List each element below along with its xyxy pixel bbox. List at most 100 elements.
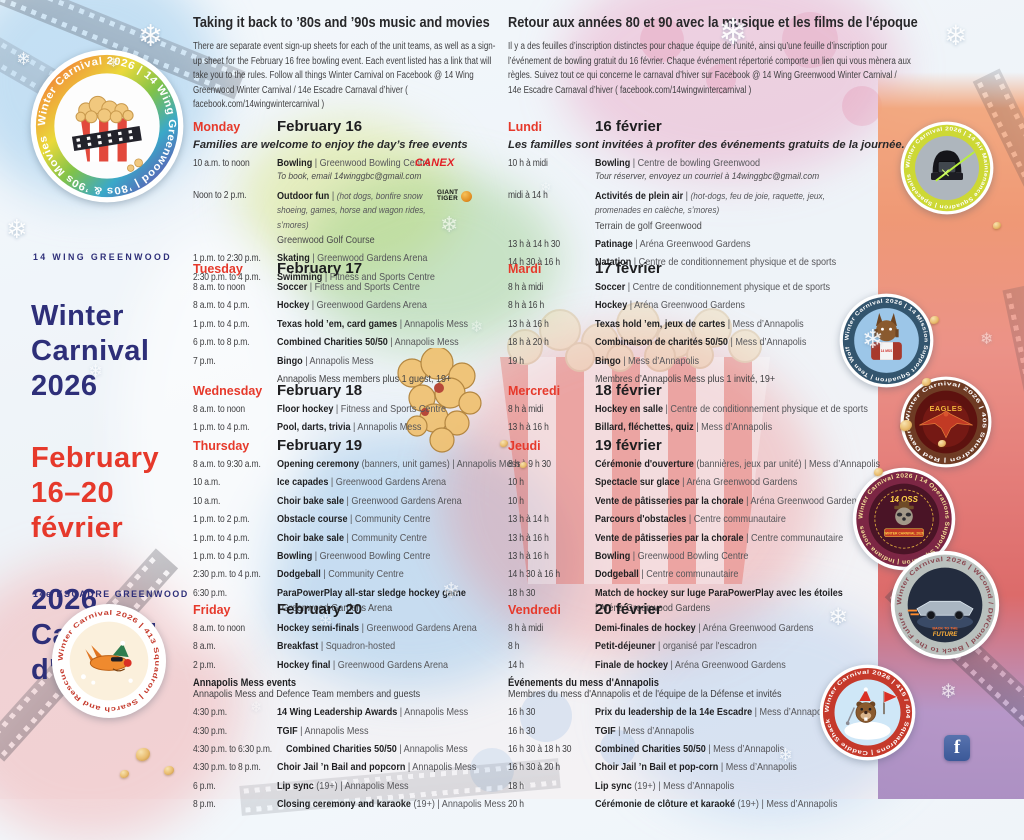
popcorn-piece	[136, 748, 150, 761]
event-location: | Community Centre	[343, 532, 427, 544]
event-row: 8 h à midi Soccer | Centre de conditionne…	[508, 281, 920, 294]
event-title: Vente de pâtisseries par la chorale	[595, 495, 744, 507]
event-time: 16 h 30 à 20 h	[508, 762, 560, 774]
event-text: Closing ceremony and karaoke (19+) | Ann…	[277, 798, 506, 811]
event-text: Lip sync (19+) | Annapolis Mess	[277, 780, 409, 793]
event-row: 14 h 30 à 16 h Natation | Centre de condi…	[508, 256, 920, 269]
event-location: | Squadron-hosted	[318, 641, 396, 653]
event-text: Demi-finales de hockey | Aréna Greenwood…	[595, 622, 813, 635]
day-section-tuesday: Tuesday February 17 8 a.m. to noon Soccer |…	[193, 260, 502, 391]
title-english: Winter Carnival 2026	[31, 300, 150, 402]
event-text: Outdoor fun | (hot dogs, bonfire snow sh…	[277, 189, 449, 248]
event-time: 8 a.m. to 9:30 a.m.	[193, 459, 261, 470]
event-time: 8 h à 9 h 30	[508, 459, 551, 470]
mess-events-note: Annapolis Mess events Annapolis Mess and …	[193, 677, 465, 700]
event-time: 10 h	[508, 477, 524, 489]
event-detail: (hot dogs, bonfire snow shoeing, games, …	[277, 189, 426, 230]
day-heading: Vendredi 20 février	[508, 601, 920, 618]
event-location: | Mess d’Annapolis	[693, 422, 773, 434]
event-location-2: Greenwood Golf Course	[277, 235, 375, 247]
event-text: 14 Wing Leadership Awards | Annapolis Me…	[277, 706, 468, 719]
event-title: Bingo	[277, 355, 303, 367]
event-location: |	[683, 190, 691, 202]
wing-name-french: 14e ESCADRE GREENWOOD	[33, 589, 189, 599]
svg-text:WINTER CARNIVAL 2026: WINTER CARNIVAL 2026	[884, 531, 924, 535]
event-text: Choir Jail ’n Bail and popcorn | Annapol…	[277, 761, 476, 774]
popcorn-piece	[520, 462, 527, 469]
event-location: | Greenwood Gardens Arena	[309, 253, 428, 265]
event-row: 10 h à midi Bowling | Centre de bowling G…	[508, 157, 920, 184]
event-title: Combined Charities 50/50	[277, 337, 388, 349]
event-time: 16 h 30	[508, 725, 536, 737]
day-section-monday: Monday February 16 Families are welcome to…	[193, 118, 502, 289]
event-title: Opening ceremony	[277, 459, 360, 470]
day-section-jeudi: Jeudi 19 février 8 h à 9 h 30 Cérémonie d'o…	[508, 437, 920, 621]
event-time: 13 h à 16 h	[508, 318, 549, 330]
event-text: Membres d’Annapolis Mess plus 1 invité, …	[595, 373, 775, 386]
event-row: 8 a.m. to noon Soccer | Fitness and Sport…	[193, 281, 502, 294]
event-time: 8 a.m. to noon	[193, 282, 245, 293]
facebook-icon[interactable]: f	[944, 735, 970, 761]
svg-text:FUTURE: FUTURE	[933, 632, 958, 638]
event-title: Cérémonie d'ouverture	[595, 459, 694, 470]
day-name: Jeudi	[508, 439, 541, 453]
event-title: Bowling	[277, 158, 313, 169]
day-section-thursday: Thursday February 19 8 a.m. to 9:30 a.m. Op…	[193, 437, 521, 621]
event-time: 10 a.m.	[193, 477, 221, 489]
event-title: Choir Jail ’n Bail et pop-corn	[595, 762, 719, 774]
event-title: Combined Charities 50/50	[595, 744, 706, 756]
event-location: | Annapolis Mess	[405, 762, 477, 774]
day-section-mercredi: Mercredi 18 février 8 h à midi Hockey en sa…	[508, 382, 920, 440]
snowflake-icon: ❄	[470, 319, 484, 336]
event-time: 16 h 30	[508, 707, 536, 719]
event-text: Floor hockey | Fitness and Sports Centre	[277, 403, 446, 416]
event-time: 1 p.m. to 2:30 p.m.	[193, 253, 261, 265]
event-time: 4:30 p.m.	[193, 707, 227, 719]
event-text: Bowling | Centre de bowling Greenwood Tou…	[595, 157, 819, 184]
day-date: February 20	[277, 601, 363, 618]
event-title: Natation	[595, 257, 632, 269]
day-name: Monday	[193, 120, 241, 134]
event-title: Lip sync	[595, 780, 632, 792]
event-location: (bannières, jeux par unité) | Mess d’Ann…	[693, 459, 881, 470]
event-title: Swimming	[277, 271, 323, 283]
day-name: Vendredi	[508, 603, 561, 617]
event-row: 13 h à 16 h Bowling | Greenwood Bowling C…	[508, 550, 920, 563]
event-text: Texas hold ’em, card games | Annapolis M…	[277, 318, 468, 331]
event-location: | Aréna Greenwood Gardens	[695, 623, 814, 634]
day-heading: Mardi 17 février	[508, 260, 920, 277]
event-time: 13 h à 16 h	[508, 551, 549, 563]
event-text: Combined Charities 50/50 | Annapolis Mes…	[277, 336, 459, 349]
event-text: Activités de plein air | (hot-dogs, feu …	[595, 189, 872, 233]
event-row: 8 h Petit-déjeuner | organisé par l'escad…	[508, 640, 920, 653]
event-title: ParaPowerPlay all-star sledge hockey gam…	[277, 587, 466, 599]
event-row: 8 h à 16 h Hockey | Aréna Greenwood Garde…	[508, 299, 920, 312]
event-text: Cérémonie d'ouverture (bannières, jeux p…	[595, 458, 880, 471]
day-heading: Lundi 16 février	[508, 118, 920, 135]
event-location: | Annapolis Mess	[350, 422, 422, 434]
event-time: 6:30 p.m.	[193, 587, 227, 599]
event-location: | Centre de bowling Greenwood	[630, 158, 761, 169]
event-time: 13 h à 16 h	[508, 422, 549, 434]
event-location: | Fitness and Sports Centre	[322, 271, 435, 283]
day-date: February 18	[277, 382, 363, 399]
event-row: 13 h à 16 h Vente de pâtisseries par la c…	[508, 532, 920, 545]
event-title: Soccer	[595, 282, 626, 293]
event-row: 16 h 30 à 18 h 30 Combined Charities 50/5…	[508, 743, 920, 756]
event-title: Activités de plein air	[595, 190, 684, 202]
event-title: Petit-déjeuner	[595, 641, 656, 653]
event-title: Hockey en salle	[595, 404, 664, 415]
event-time: 18 h 30	[508, 587, 536, 599]
event-title: Spectacle sur glace	[595, 477, 680, 489]
event-location: | Centre de conditionnement physique et …	[625, 282, 831, 293]
event-time: 13 h à 14 h	[508, 514, 549, 526]
day-date: 20 février	[595, 601, 662, 618]
snowflake-icon: ❄	[108, 55, 119, 70]
tiger-head-icon	[461, 190, 473, 202]
event-title: Breakfast	[277, 641, 319, 653]
event-text: Obstacle course | Community Centre	[277, 513, 430, 526]
day-date: February 16	[277, 118, 363, 135]
event-time: 10 a.m.	[193, 495, 221, 507]
event-location: | Greenwood Gardens Arena	[359, 623, 477, 634]
event-text: Choir Jail ’n Bail et pop-corn | Mess d’…	[595, 761, 797, 774]
